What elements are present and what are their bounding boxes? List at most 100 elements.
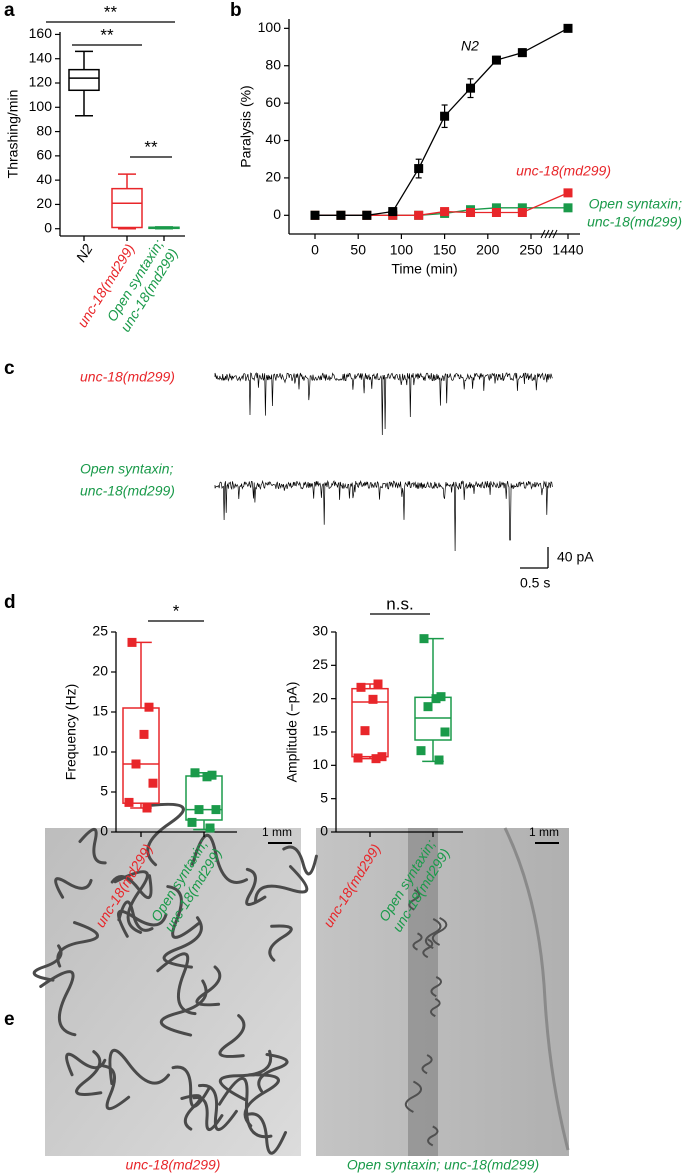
marker xyxy=(563,23,573,33)
point xyxy=(368,694,378,704)
x-tick-label-line: N2 xyxy=(73,241,96,265)
trace-label: unc-18(md299) xyxy=(80,483,175,499)
y-tick-label: 120 xyxy=(29,74,53,90)
photo xyxy=(45,828,301,1156)
axis-break xyxy=(548,229,554,239)
worm xyxy=(101,1064,131,1111)
axis-break xyxy=(540,229,546,239)
marker xyxy=(440,111,450,121)
trace-label: unc-18(md299) xyxy=(80,369,175,385)
point xyxy=(211,805,221,815)
point xyxy=(148,778,158,788)
trace xyxy=(214,372,553,436)
axis-break xyxy=(552,229,558,239)
worm xyxy=(244,1112,288,1155)
x-tick-label: 1440 xyxy=(552,242,583,258)
y-tick-label: 160 xyxy=(29,25,53,41)
worm xyxy=(54,877,93,899)
significance-label: n.s. xyxy=(386,594,413,613)
scale-label: 0.5 s xyxy=(520,575,550,591)
x-tick-label: N2 xyxy=(73,241,96,265)
y-axis-label: Frequency (Hz) xyxy=(63,684,79,780)
worm xyxy=(218,1049,273,1102)
y-tick-label: 0 xyxy=(273,206,281,222)
y-tick-label: 140 xyxy=(29,49,53,65)
worm xyxy=(75,1050,103,1096)
marker xyxy=(517,208,527,217)
worm xyxy=(424,918,442,950)
marker xyxy=(414,164,424,174)
point xyxy=(139,729,149,739)
y-tick-label: 0 xyxy=(44,219,52,235)
point xyxy=(353,753,363,763)
point xyxy=(431,694,441,704)
panel-label: e xyxy=(4,1009,15,1030)
worm xyxy=(421,1054,433,1075)
y-tick-label: 5 xyxy=(100,783,108,799)
worms xyxy=(32,802,448,1155)
point xyxy=(124,797,134,807)
point xyxy=(356,682,366,692)
worm xyxy=(430,976,443,998)
worm xyxy=(78,827,107,865)
y-tick-label: 40 xyxy=(265,131,281,147)
point xyxy=(377,752,387,762)
y-tick-label: 80 xyxy=(265,56,281,72)
panel-label: a xyxy=(4,0,15,21)
worm xyxy=(422,938,434,959)
y-tick-label: 40 xyxy=(36,171,52,187)
marker xyxy=(388,207,398,217)
scale-label: 1 mm xyxy=(262,825,292,839)
panel-label: c xyxy=(4,358,15,379)
worm xyxy=(65,1052,107,1077)
x-tick-label: 100 xyxy=(390,242,414,258)
y-tick-label: 60 xyxy=(36,147,52,163)
scale-label: 40 pA xyxy=(557,549,594,565)
worm xyxy=(268,924,293,962)
marker xyxy=(414,210,424,220)
worm xyxy=(146,802,185,867)
point xyxy=(419,634,429,644)
point xyxy=(436,692,446,702)
worm xyxy=(412,932,423,951)
point xyxy=(207,770,217,780)
x-tick-label: 50 xyxy=(350,242,366,258)
point xyxy=(373,679,383,689)
y-tick-label: 80 xyxy=(36,122,52,138)
worm xyxy=(218,1014,246,1058)
box xyxy=(122,707,160,804)
marker xyxy=(466,83,476,93)
point xyxy=(142,803,152,813)
worm xyxy=(117,900,154,932)
marker xyxy=(491,203,501,213)
worm xyxy=(408,888,421,911)
point xyxy=(371,754,381,764)
image-caption: unc-18(md299) xyxy=(126,1157,221,1173)
worm xyxy=(253,865,309,904)
point xyxy=(423,702,433,712)
series-label: Open syntaxin; xyxy=(589,196,682,212)
y-tick-label: 25 xyxy=(312,656,328,672)
box xyxy=(111,187,143,229)
y-tick-label: 10 xyxy=(92,743,108,759)
y-axis-label: Amplitude (−pA) xyxy=(284,682,300,783)
panel-label: d xyxy=(4,592,16,613)
point xyxy=(416,746,426,756)
series-line xyxy=(315,27,569,216)
worm xyxy=(110,874,153,900)
significance-label: * xyxy=(173,601,180,620)
axis-break xyxy=(544,229,550,239)
series-label: N2 xyxy=(461,38,479,54)
x-tick-label: 200 xyxy=(476,242,500,258)
marker xyxy=(491,208,501,217)
y-tick-label: 20 xyxy=(92,663,108,679)
worm xyxy=(404,1080,423,1113)
worm xyxy=(257,1053,289,1093)
y-tick-label: 15 xyxy=(312,723,328,739)
worm xyxy=(166,885,200,939)
trace-label: Open syntaxin; xyxy=(80,461,173,477)
photo-groove xyxy=(408,828,438,1156)
marker xyxy=(310,210,320,220)
worm xyxy=(191,833,249,884)
